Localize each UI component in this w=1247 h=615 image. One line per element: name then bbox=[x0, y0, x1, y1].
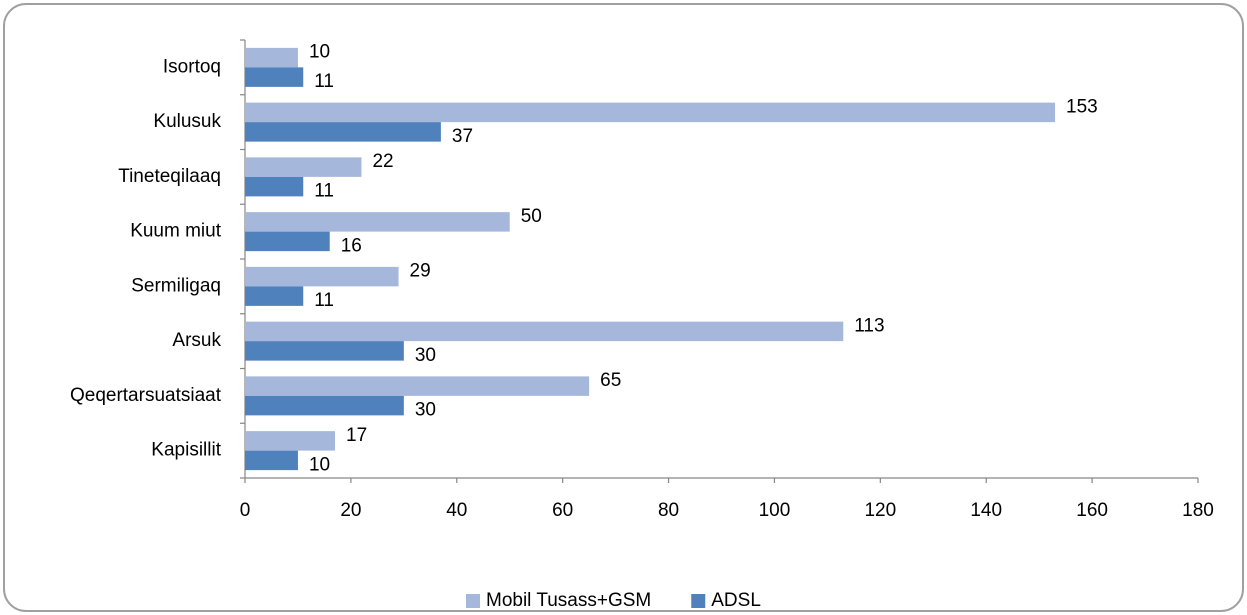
data-label: 65 bbox=[600, 370, 621, 391]
bar bbox=[245, 321, 844, 342]
x-tick-label: 120 bbox=[864, 500, 896, 521]
y-tick-label: Kuum miut bbox=[130, 221, 222, 242]
data-label: 11 bbox=[314, 290, 334, 311]
legend-swatch bbox=[466, 594, 480, 608]
x-tick-label: 40 bbox=[446, 500, 467, 521]
legend-swatch bbox=[691, 594, 706, 608]
y-tick-label: Kulusuk bbox=[153, 111, 221, 132]
bar bbox=[245, 450, 298, 471]
x-tick-label: 140 bbox=[970, 500, 1002, 521]
bar bbox=[245, 122, 441, 142]
bar bbox=[245, 176, 304, 197]
data-label: 22 bbox=[372, 151, 393, 172]
bar bbox=[245, 212, 510, 232]
x-tick-label: 100 bbox=[759, 500, 791, 521]
chart-frame bbox=[3, 3, 1244, 612]
y-tick-label: Tineteqilaaq bbox=[118, 166, 221, 187]
data-label: 10 bbox=[309, 42, 330, 63]
data-label: 17 bbox=[346, 425, 367, 446]
bar bbox=[245, 286, 304, 306]
bar bbox=[245, 231, 330, 252]
legend-label: Mobil Tusass+GSM bbox=[486, 590, 651, 611]
y-tick-label: Arsuk bbox=[172, 330, 221, 351]
data-label: 30 bbox=[415, 345, 436, 366]
x-tick-label: 0 bbox=[240, 500, 251, 521]
bar bbox=[245, 102, 1056, 123]
bar bbox=[245, 67, 304, 87]
bar bbox=[245, 157, 362, 177]
bar bbox=[245, 376, 590, 396]
bar bbox=[245, 266, 399, 287]
bar bbox=[245, 395, 404, 416]
bar bbox=[245, 47, 298, 68]
data-label: 11 bbox=[314, 181, 334, 202]
y-tick-label: Kapisillit bbox=[151, 440, 221, 461]
legend-label: ADSL bbox=[711, 590, 761, 611]
x-tick-label: 180 bbox=[1182, 500, 1214, 521]
data-label: 50 bbox=[521, 206, 542, 227]
data-label: 29 bbox=[410, 261, 431, 282]
data-label: 10 bbox=[309, 454, 330, 475]
x-tick-label: 60 bbox=[552, 500, 573, 521]
data-label: 11 bbox=[314, 71, 334, 92]
y-tick-label: Sermiligaq bbox=[131, 275, 221, 296]
data-label: 37 bbox=[452, 126, 473, 147]
bar bbox=[245, 431, 336, 451]
data-label: 16 bbox=[341, 235, 362, 256]
data-label: 113 bbox=[854, 315, 884, 336]
data-label: 30 bbox=[415, 400, 436, 421]
data-label: 153 bbox=[1066, 96, 1098, 117]
bar bbox=[245, 341, 404, 361]
y-tick-label: Qeqertarsuatsiaat bbox=[70, 385, 222, 406]
x-tick-label: 80 bbox=[658, 500, 679, 521]
x-tick-label: 20 bbox=[340, 500, 361, 521]
x-tick-label: 160 bbox=[1076, 500, 1108, 521]
y-tick-label: Isortoq bbox=[163, 56, 221, 77]
